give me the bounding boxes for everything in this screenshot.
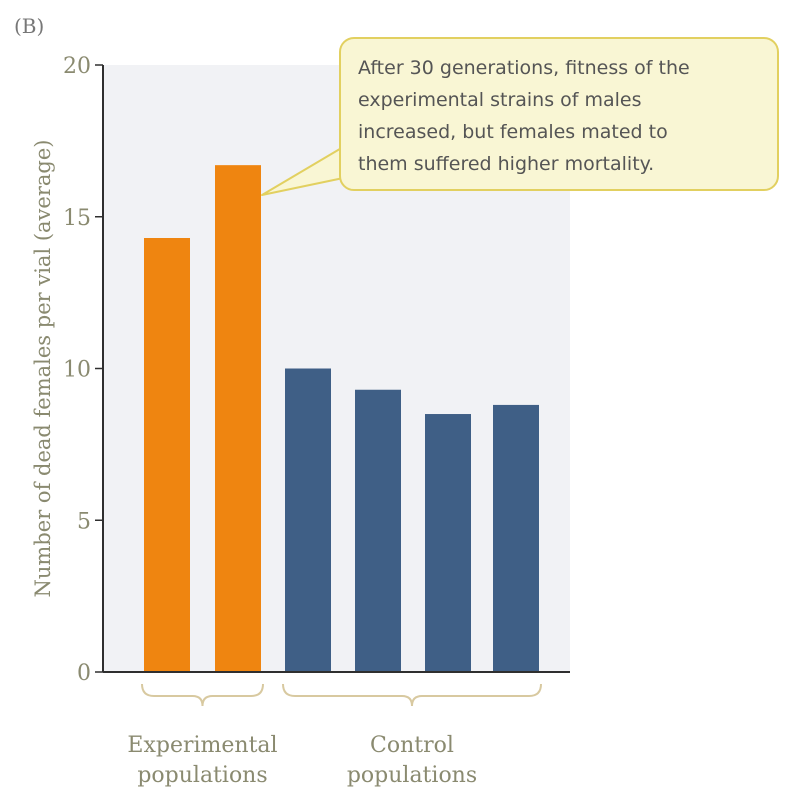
callout-seam bbox=[343, 130, 383, 180]
callout-line: After 30 generations, fitness of the bbox=[358, 57, 690, 79]
y-tick-label: 15 bbox=[63, 206, 91, 231]
group-label-control: populations bbox=[347, 763, 477, 788]
y-ticks: 0 5 10 15 20 bbox=[63, 54, 103, 686]
y-tick-label: 20 bbox=[63, 54, 91, 79]
callout-line: increased, but females mated to bbox=[358, 121, 668, 143]
callout-box bbox=[339, 37, 779, 191]
group-bracket-control bbox=[282, 683, 542, 707]
callout: After 30 generations, fitness of the exp… bbox=[261, 37, 779, 196]
y-axis-label: Number of dead females per vial (average… bbox=[31, 140, 55, 598]
group-brackets: Experimental populations Control population… bbox=[127, 683, 542, 788]
bar-control bbox=[425, 414, 471, 672]
callout-line: them suffered higher mortality. bbox=[358, 153, 654, 175]
y-tick-label: 5 bbox=[77, 509, 91, 534]
callout-line: experimental strains of males bbox=[358, 89, 642, 111]
group-label-experimental: Experimental bbox=[127, 733, 277, 758]
bars bbox=[144, 165, 539, 672]
bar-experimental bbox=[144, 237, 190, 672]
bar-control bbox=[285, 368, 331, 672]
bar-experimental bbox=[215, 165, 261, 672]
y-tick-label: 0 bbox=[77, 661, 91, 686]
group-label-experimental: populations bbox=[137, 763, 267, 788]
y-tick-label: 10 bbox=[63, 358, 91, 383]
bar-control bbox=[493, 404, 539, 672]
bar-control bbox=[355, 389, 401, 672]
group-label-control: Control bbox=[370, 733, 454, 758]
panel-label: (B) bbox=[14, 14, 44, 38]
group-bracket-experimental bbox=[141, 683, 264, 707]
